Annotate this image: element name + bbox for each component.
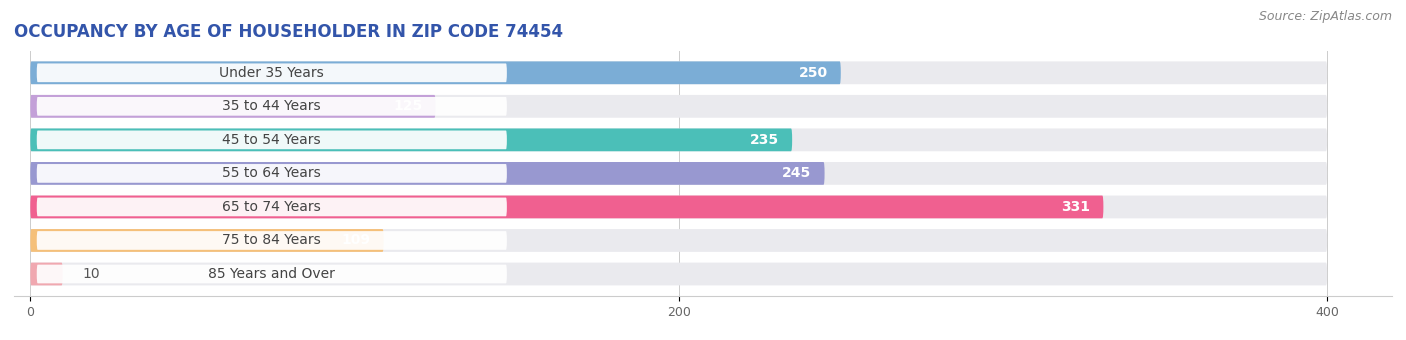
FancyBboxPatch shape bbox=[31, 229, 1327, 252]
FancyBboxPatch shape bbox=[31, 62, 841, 84]
Text: 245: 245 bbox=[782, 166, 811, 181]
FancyBboxPatch shape bbox=[31, 95, 1327, 118]
Text: 85 Years and Over: 85 Years and Over bbox=[208, 267, 335, 281]
Text: 45 to 54 Years: 45 to 54 Years bbox=[222, 133, 321, 147]
Text: 109: 109 bbox=[342, 234, 371, 248]
FancyBboxPatch shape bbox=[31, 129, 792, 151]
FancyBboxPatch shape bbox=[31, 162, 824, 185]
Text: 75 to 84 Years: 75 to 84 Years bbox=[222, 234, 321, 248]
Text: 55 to 64 Years: 55 to 64 Years bbox=[222, 166, 321, 181]
FancyBboxPatch shape bbox=[31, 62, 1327, 84]
FancyBboxPatch shape bbox=[37, 265, 506, 283]
FancyBboxPatch shape bbox=[31, 195, 1104, 218]
Text: 35 to 44 Years: 35 to 44 Years bbox=[222, 99, 321, 113]
Text: Under 35 Years: Under 35 Years bbox=[219, 66, 325, 80]
FancyBboxPatch shape bbox=[37, 97, 506, 116]
Text: 65 to 74 Years: 65 to 74 Years bbox=[222, 200, 321, 214]
FancyBboxPatch shape bbox=[37, 64, 506, 82]
FancyBboxPatch shape bbox=[37, 231, 506, 250]
FancyBboxPatch shape bbox=[31, 262, 63, 285]
FancyBboxPatch shape bbox=[37, 164, 506, 183]
FancyBboxPatch shape bbox=[31, 129, 1327, 151]
FancyBboxPatch shape bbox=[31, 162, 1327, 185]
Text: 125: 125 bbox=[394, 99, 423, 113]
Text: OCCUPANCY BY AGE OF HOUSEHOLDER IN ZIP CODE 74454: OCCUPANCY BY AGE OF HOUSEHOLDER IN ZIP C… bbox=[14, 23, 564, 41]
FancyBboxPatch shape bbox=[31, 95, 436, 118]
FancyBboxPatch shape bbox=[31, 229, 384, 252]
FancyBboxPatch shape bbox=[31, 195, 1327, 218]
Text: 331: 331 bbox=[1062, 200, 1091, 214]
Text: 235: 235 bbox=[749, 133, 779, 147]
FancyBboxPatch shape bbox=[37, 131, 506, 149]
Text: 250: 250 bbox=[799, 66, 828, 80]
FancyBboxPatch shape bbox=[31, 262, 1327, 285]
Text: 10: 10 bbox=[82, 267, 100, 281]
FancyBboxPatch shape bbox=[37, 198, 506, 216]
Text: Source: ZipAtlas.com: Source: ZipAtlas.com bbox=[1258, 10, 1392, 23]
